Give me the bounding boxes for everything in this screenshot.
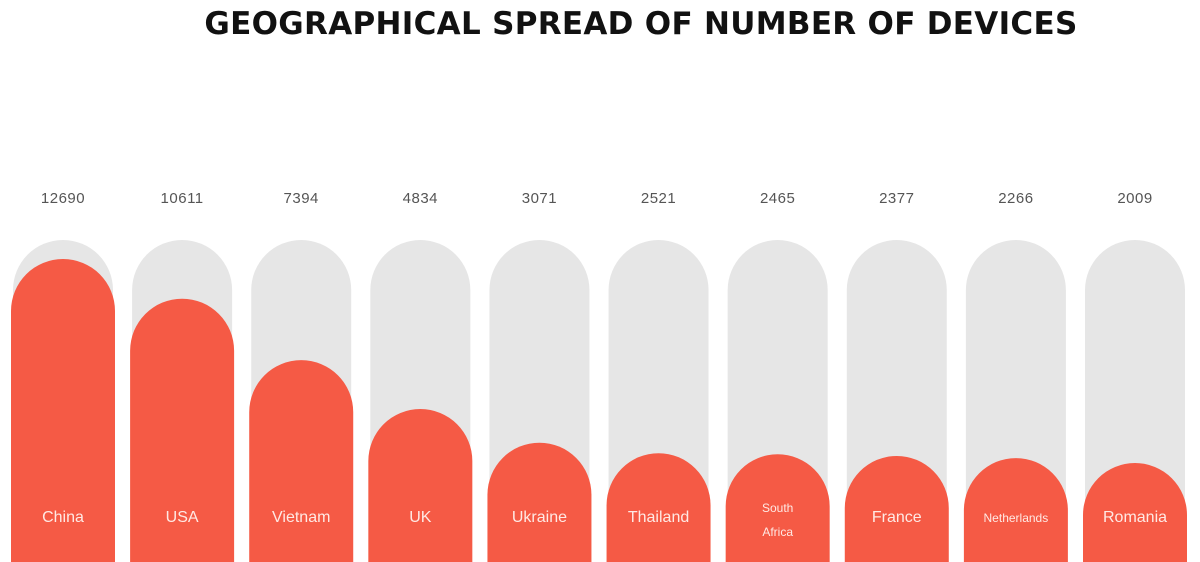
- category-label: Ukraine: [512, 509, 567, 526]
- bar-group-uk: 4834 UK: [368, 190, 473, 562]
- category-label: Vietnam: [272, 509, 330, 526]
- bar-group-thailand: 2521 Thailand: [606, 190, 711, 562]
- bar-group-vietnam: 7394 Vietnam: [249, 190, 354, 562]
- bar-china: [11, 259, 115, 562]
- value-label: 4834: [403, 190, 438, 207]
- category-label: Thailand: [628, 509, 689, 526]
- category-label: South: [762, 501, 793, 515]
- bar-south-africa: [725, 454, 830, 562]
- bar-usa: [130, 298, 235, 562]
- category-label: UK: [409, 509, 432, 526]
- value-label: 7394: [284, 190, 319, 207]
- value-label: 10611: [161, 190, 204, 207]
- category-label: Netherlands: [984, 511, 1049, 525]
- value-label: 2377: [879, 190, 914, 207]
- value-label: 2465: [760, 190, 795, 207]
- bar-group-ukraine: 3071 Ukraine: [487, 190, 592, 562]
- bar-group-netherlands: 2266 Netherlands: [963, 190, 1068, 562]
- bar-thailand: [606, 453, 711, 562]
- bar-ukraine: [487, 442, 592, 562]
- bar-romania: [1083, 463, 1187, 562]
- value-label: 12690: [41, 190, 85, 207]
- bar-uk: [368, 409, 473, 562]
- category-label: France: [872, 509, 922, 526]
- category-label: Africa: [762, 525, 793, 539]
- value-label: 2521: [641, 190, 676, 207]
- value-label: 2009: [1117, 190, 1152, 207]
- bar-netherlands: [963, 458, 1068, 562]
- bar-france: [844, 455, 949, 562]
- bar-group-france: 2377 France: [844, 190, 949, 562]
- category-label: USA: [166, 509, 199, 526]
- value-label: 3071: [522, 190, 557, 207]
- value-label: 2266: [998, 190, 1033, 207]
- bar-group-romania: 2009 Romania: [1083, 190, 1187, 562]
- category-label: China: [42, 509, 84, 526]
- bar-vietnam: [249, 360, 354, 562]
- chart-title: GEOGRAPHICAL SPREAD OF NUMBER OF DEVICES: [204, 6, 1078, 42]
- bar-group-south-africa: 2465 South Africa: [725, 190, 830, 562]
- bar-group-china: 12690 China: [11, 190, 115, 562]
- category-label: Romania: [1103, 509, 1167, 526]
- bar-group-usa: 10611 USA: [130, 190, 235, 562]
